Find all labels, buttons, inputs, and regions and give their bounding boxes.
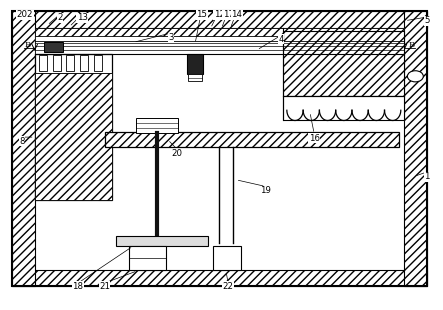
Bar [35,28,404,54]
Bar [213,246,241,270]
Bar [404,11,427,286]
Text: 1: 1 [424,172,430,181]
Text: 13: 13 [77,13,88,22]
Text: 21: 21 [99,282,110,291]
Bar [12,11,427,286]
Bar [284,31,404,96]
Bar [136,118,179,133]
Bar [116,236,208,246]
Bar [80,55,88,71]
Text: 22: 22 [223,282,233,291]
Text: 5: 5 [424,16,430,25]
Bar [284,96,404,120]
Bar [129,246,166,270]
Bar [35,73,112,200]
Text: 202: 202 [17,10,33,19]
Text: 18: 18 [73,282,83,291]
Bar [187,54,203,74]
Text: 15: 15 [196,10,207,19]
Text: 12: 12 [214,10,225,19]
Bar [53,55,61,71]
Circle shape [408,71,424,82]
Text: 19: 19 [260,186,271,195]
Text: B: B [24,41,30,49]
Bar [12,270,427,286]
Bar [35,28,404,36]
Bar [12,11,35,286]
Text: 8: 8 [19,137,25,146]
Text: 17: 17 [223,10,233,19]
Text: 3: 3 [168,33,174,42]
Bar [35,54,112,200]
Text: 14: 14 [231,10,242,19]
Bar [43,42,63,52]
Bar [66,55,74,71]
Bar [94,55,102,71]
Bar [39,55,47,71]
Bar [188,74,202,81]
Bar [12,11,427,28]
Text: 20: 20 [172,149,183,158]
Text: 4: 4 [278,35,284,44]
Text: B: B [408,41,414,49]
Bar [105,132,400,147]
Text: 16: 16 [309,134,320,143]
Text: 2: 2 [58,13,63,22]
